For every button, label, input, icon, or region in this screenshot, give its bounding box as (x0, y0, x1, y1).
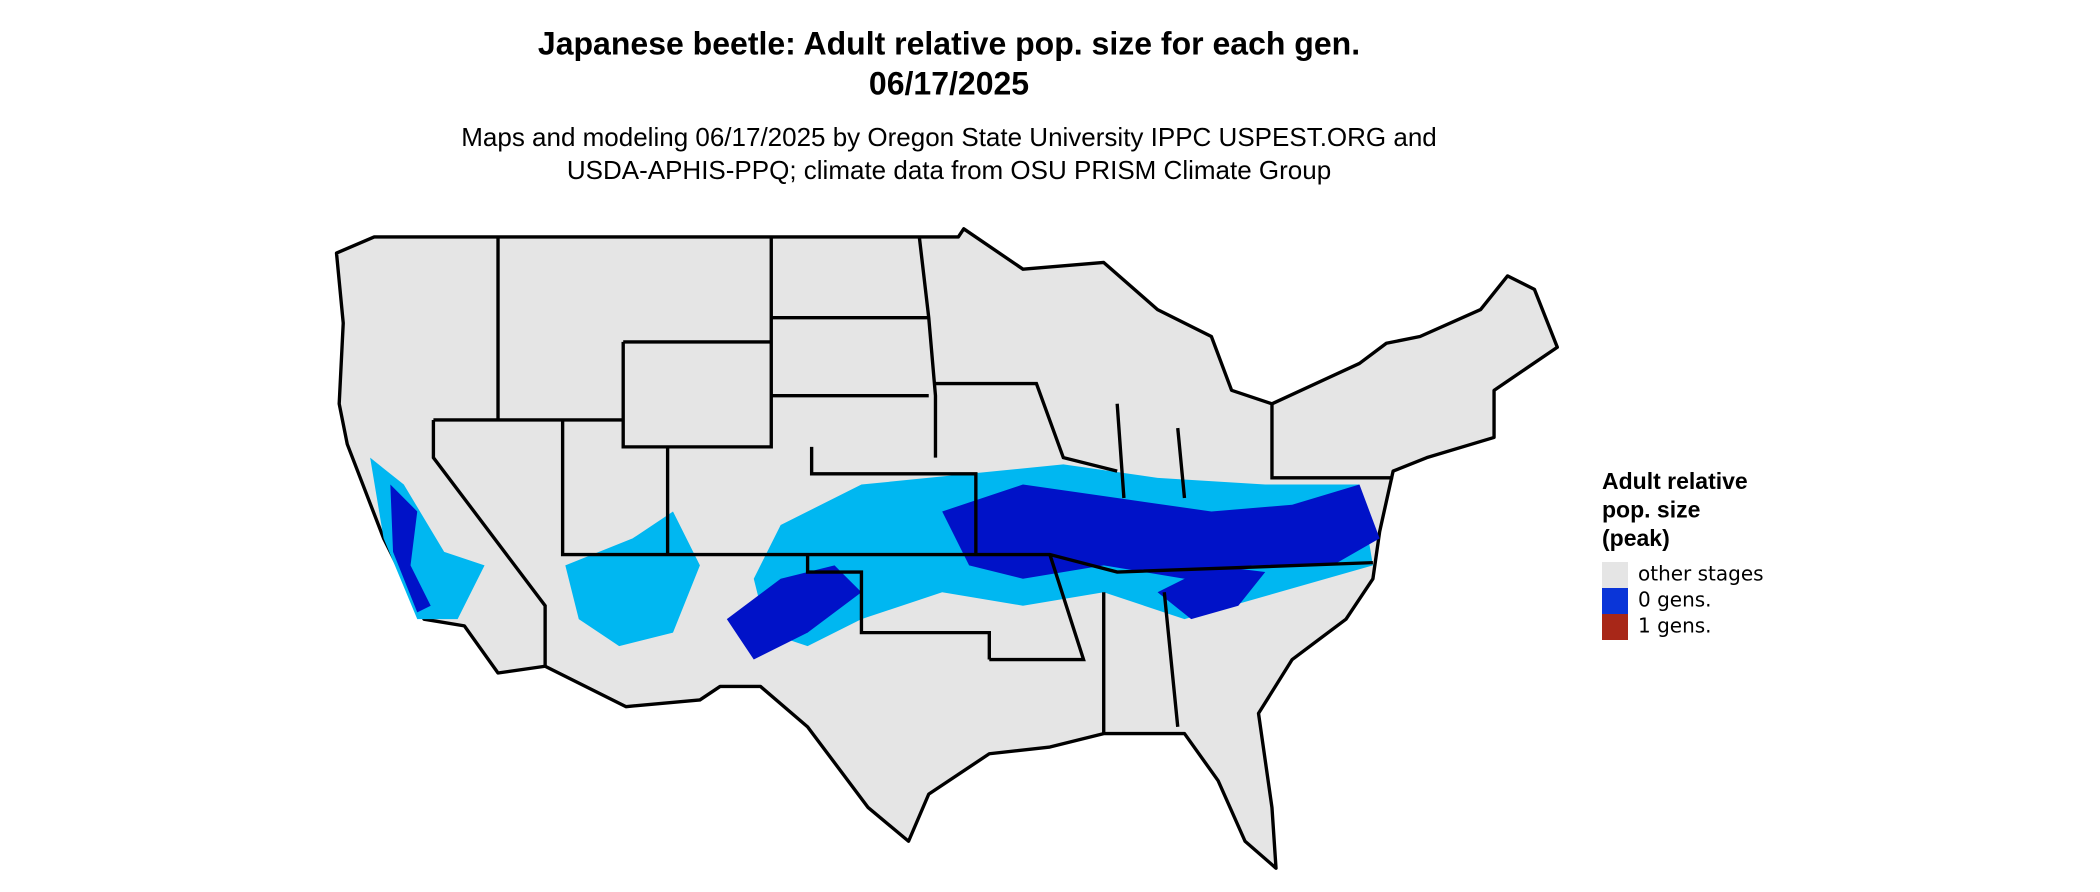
legend-swatch (1602, 614, 1628, 640)
subtitle: Maps and modeling 06/17/2025 by Oregon S… (461, 122, 1437, 152)
us-map (334, 227, 1560, 870)
title: Japanese beetle: Adult relative pop. siz… (538, 25, 1360, 61)
legend-label: 1 gens. (1638, 614, 1712, 638)
legend-title: pop. size (1602, 497, 1700, 523)
state-borders (431, 236, 1394, 734)
title: 06/17/2025 (869, 65, 1029, 101)
legend-label: other stages (1638, 562, 1764, 586)
legend-swatch (1602, 588, 1628, 614)
subtitle: USDA-APHIS-PPQ; climate data from OSU PR… (567, 155, 1331, 185)
legend-title: Adult relative (1602, 468, 1748, 494)
legend-label: 0 gens. (1638, 588, 1712, 612)
legend-swatch (1602, 562, 1628, 588)
legend-title: (peak) (1602, 525, 1670, 551)
